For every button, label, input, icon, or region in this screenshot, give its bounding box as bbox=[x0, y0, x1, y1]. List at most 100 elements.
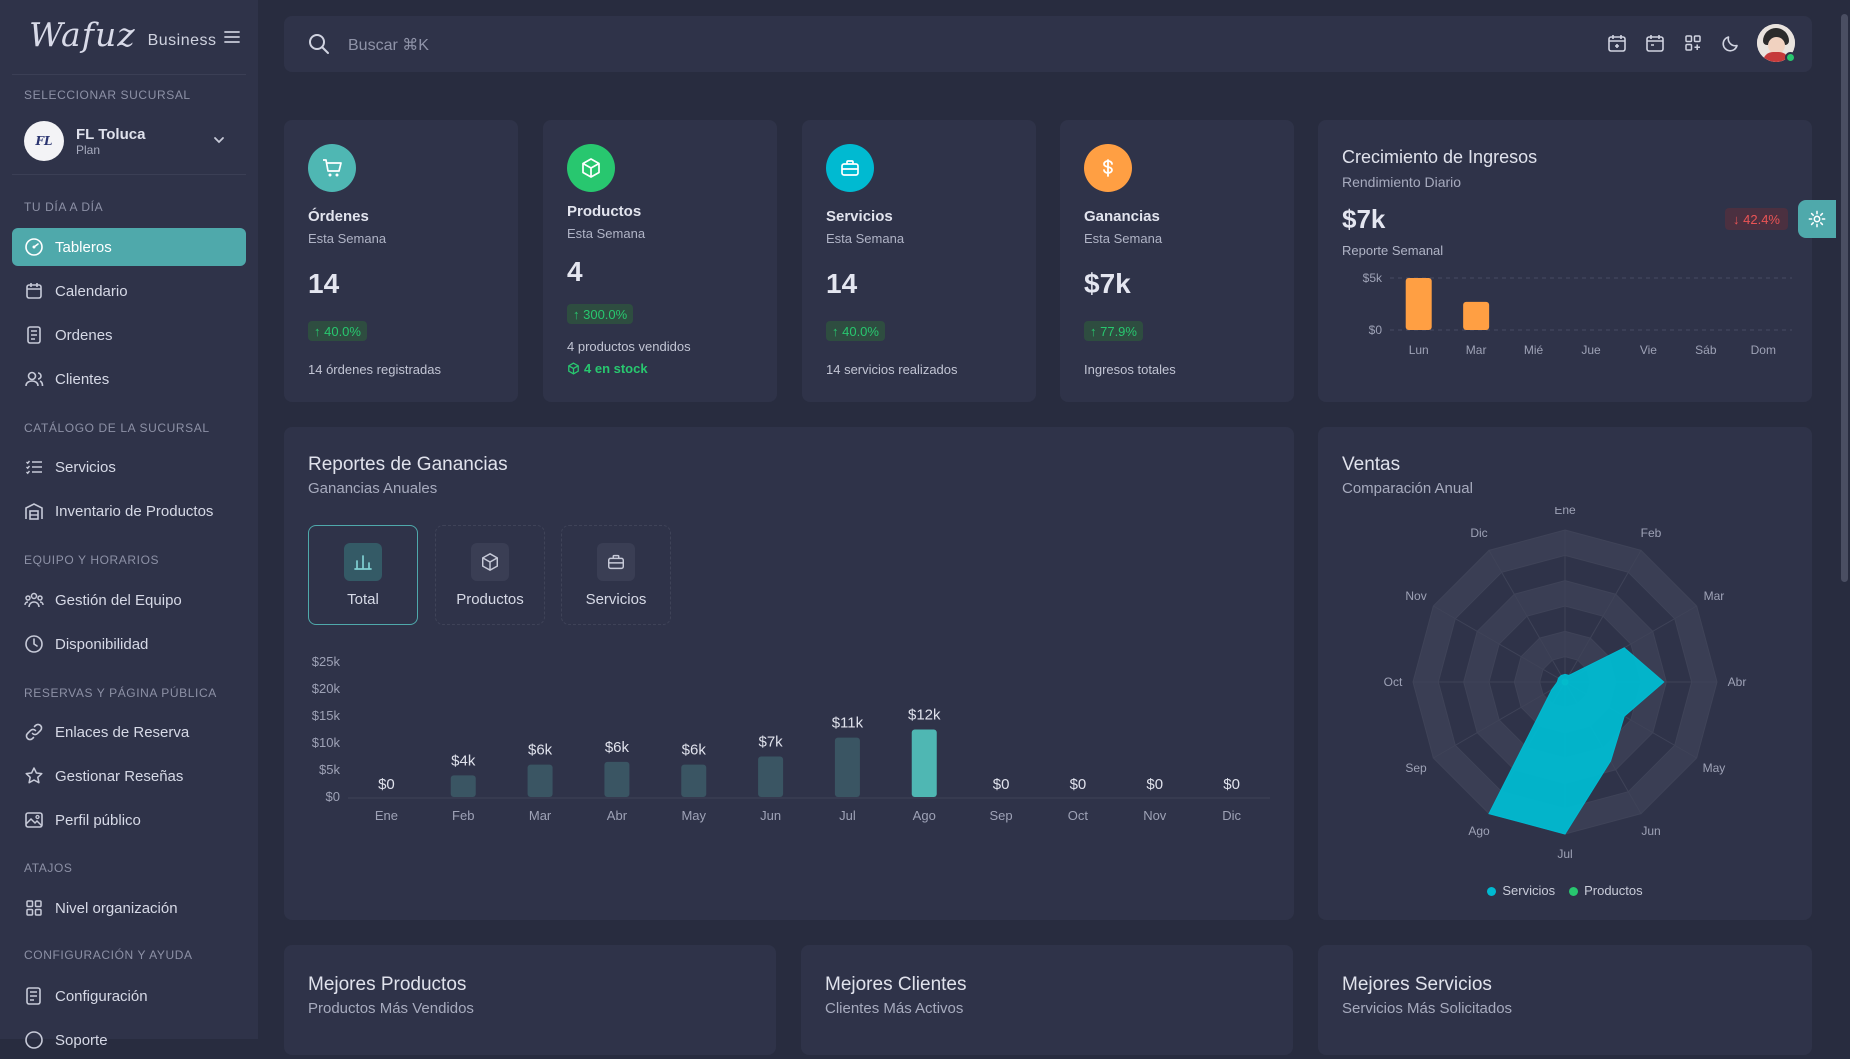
sidebar-item-label: Gestionar Reseñas bbox=[55, 767, 184, 785]
radar-axis-label: Nov bbox=[1405, 589, 1426, 603]
change-badge: ↑ 40.0% bbox=[826, 321, 885, 341]
moon-icon[interactable] bbox=[1719, 31, 1743, 55]
gear-icon bbox=[1808, 210, 1826, 228]
brand-logo[interactable]: Wafuz Business bbox=[29, 18, 217, 51]
branch-section-label: SELECCIONAR SUCURSAL bbox=[24, 88, 191, 102]
data-label: $0 bbox=[1070, 776, 1087, 793]
calendar-icon bbox=[26, 283, 42, 299]
stat-card-servicios: Servicios Esta Semana 14 ↑ 40.0% 14 serv… bbox=[802, 120, 1036, 402]
sidebar-item-tableros[interactable]: Tableros bbox=[12, 228, 246, 266]
sidebar-item-disponibilidad[interactable]: Disponibilidad bbox=[12, 625, 246, 663]
sidebar-item-clientes[interactable]: Clientes bbox=[12, 360, 246, 398]
bar[interactable] bbox=[527, 764, 553, 797]
card-subtitle: Servicios Más Solicitados bbox=[1342, 1000, 1513, 1017]
settings-button[interactable] bbox=[1798, 200, 1836, 238]
sidebar-item-label: Perfil público bbox=[55, 811, 141, 829]
radar-axis-label: Oct bbox=[1384, 675, 1403, 689]
sidebar-item-ordenes[interactable]: Ordenes bbox=[12, 316, 246, 354]
sidebar-item-servicios[interactable]: Servicios bbox=[12, 448, 246, 486]
sidebar-item-inventario[interactable]: Inventario de Productos bbox=[12, 492, 246, 530]
page-scrollbar[interactable] bbox=[1840, 8, 1848, 1033]
y-tick-label: $5k bbox=[1363, 271, 1383, 285]
stat-value: 4 bbox=[567, 256, 583, 287]
data-label: $11k bbox=[832, 715, 864, 732]
bar[interactable] bbox=[758, 756, 784, 798]
stat-value: $7k bbox=[1084, 268, 1131, 299]
bar[interactable] bbox=[834, 737, 860, 797]
sidebar-item-label: Servicios bbox=[55, 458, 116, 476]
bar[interactable] bbox=[1463, 301, 1490, 330]
card-title: Crecimiento de Ingresos bbox=[1342, 147, 1538, 167]
user-avatar[interactable] bbox=[1757, 24, 1796, 63]
scrollbar-thumb[interactable] bbox=[1841, 14, 1848, 582]
search-input[interactable]: Buscar ⌘K bbox=[348, 37, 429, 54]
stat-card-ganancias: Ganancias Esta Semana $7k ↑ 77.9% Ingres… bbox=[1060, 120, 1294, 402]
sidebar-item-enlaces-reserva[interactable]: Enlaces de Reserva bbox=[12, 713, 246, 751]
sidebar-item-label: Enlaces de Reserva bbox=[55, 723, 190, 741]
y-tick-label: $0 bbox=[326, 789, 340, 804]
sidebar-item-label: Inventario de Productos bbox=[55, 502, 214, 520]
y-tick-label: $10k bbox=[312, 735, 341, 750]
brand-sub: Business bbox=[147, 32, 217, 49]
sidebar-item-label: Configuración bbox=[55, 987, 148, 1005]
branch-selector[interactable]: FL FL Toluca Plan bbox=[12, 113, 246, 169]
legend-item[interactable]: Productos bbox=[1569, 883, 1643, 898]
list-icon bbox=[26, 460, 42, 475]
sales-radar-chart: Ene Feb Mar Abr May Jun Jul Ago Sep Oct Nov Dic bbox=[1384, 507, 1747, 861]
calendar-add-icon[interactable] bbox=[1605, 31, 1629, 55]
radar-axis-label: Abr bbox=[1728, 675, 1747, 689]
stat-title: Órdenes bbox=[308, 208, 369, 225]
radar-spoke bbox=[1433, 605, 1566, 683]
bar[interactable] bbox=[604, 761, 630, 797]
bar[interactable] bbox=[1405, 278, 1432, 330]
radar-axis-label: Mar bbox=[1704, 589, 1725, 603]
tab-label: Servicios bbox=[585, 590, 647, 608]
sidebar-item-label: Gestión del Equipo bbox=[55, 591, 182, 609]
clock-icon bbox=[25, 635, 43, 653]
dollar-icon bbox=[1084, 144, 1132, 192]
sidebar-item-calendario[interactable]: Calendario bbox=[12, 272, 246, 310]
divider bbox=[12, 174, 246, 175]
stat-subtitle: Esta Semana bbox=[567, 226, 646, 241]
section-label: CONFIGURACIÓN Y AYUDA bbox=[24, 948, 193, 962]
radar-series-servicios[interactable] bbox=[1488, 647, 1665, 835]
sidebar-item-perfil-publico[interactable]: Perfil público bbox=[12, 801, 246, 839]
stat-title: Productos bbox=[567, 203, 642, 220]
receipt-icon bbox=[27, 326, 41, 344]
sidebar-item-label: Disponibilidad bbox=[55, 635, 149, 653]
card-title: Ventas bbox=[1342, 454, 1401, 475]
tab-productos[interactable]: Productos bbox=[435, 525, 545, 625]
annual-earnings-bar-chart: $25k $20k $15k $10k $5k $0 $0 Ene $4k Feb $6k Mar $6… bbox=[312, 654, 1270, 823]
apps-grid-icon[interactable] bbox=[1681, 31, 1705, 55]
legend-item[interactable]: Servicios bbox=[1487, 883, 1555, 898]
section-label: CATÁLOGO DE LA SUCURSAL bbox=[24, 421, 210, 435]
calendar-icon[interactable] bbox=[1643, 31, 1667, 55]
card-title: Mejores Clientes bbox=[825, 974, 967, 995]
sidebar-item-label: Tableros bbox=[55, 238, 112, 256]
radar-spoke bbox=[1433, 681, 1566, 759]
bar[interactable] bbox=[450, 775, 476, 797]
sidebar-item-nivel-organizacion[interactable]: Nivel organización bbox=[12, 889, 246, 927]
stat-note: 14 servicios realizados bbox=[826, 362, 958, 377]
chevron-down-icon[interactable] bbox=[212, 133, 226, 152]
bar[interactable] bbox=[911, 729, 937, 798]
radar-spoke bbox=[1488, 550, 1566, 683]
stat-subtitle: Esta Semana bbox=[826, 231, 905, 246]
x-tick-label: May bbox=[681, 808, 706, 823]
best-products-card: Mejores Productos Productos Más Vendidos bbox=[284, 945, 776, 1055]
tab-total[interactable]: Total bbox=[308, 525, 418, 625]
search-icon[interactable] bbox=[308, 33, 330, 60]
sidebar-item-configuracion[interactable]: Configuración bbox=[12, 977, 246, 1015]
menu-icon[interactable] bbox=[224, 30, 240, 49]
sidebar-item-resenas[interactable]: Gestionar Reseñas bbox=[12, 757, 246, 795]
image-icon bbox=[25, 812, 43, 828]
x-tick-label: Sáb bbox=[1695, 343, 1717, 357]
x-tick-label: Oct bbox=[1068, 808, 1089, 823]
sidebar-item-soporte[interactable]: Soporte bbox=[12, 1021, 246, 1059]
sidebar-item-gestion-equipo[interactable]: Gestión del Equipo bbox=[12, 581, 246, 619]
change-badge: ↑ 40.0% bbox=[308, 321, 367, 341]
bar[interactable] bbox=[681, 764, 707, 797]
x-tick-label: Lun bbox=[1409, 343, 1429, 357]
stat-title: Servicios bbox=[826, 208, 893, 225]
tab-servicios[interactable]: Servicios bbox=[561, 525, 671, 625]
